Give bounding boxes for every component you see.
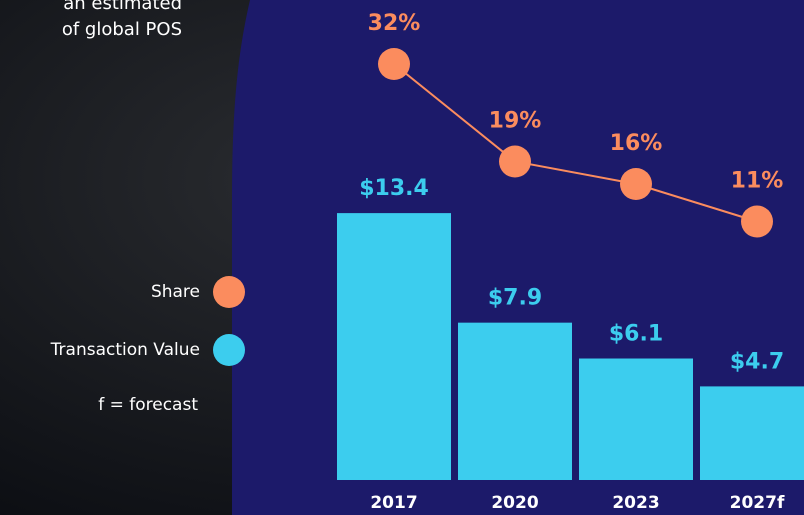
bar-value-label: $6.1 (609, 322, 663, 347)
legend-label: Transaction Value (50, 340, 200, 360)
share-dot (499, 145, 531, 178)
bar (458, 322, 572, 480)
x-tick-label: 2020 (491, 493, 538, 513)
intro-text: an estimated (63, 0, 182, 14)
share-value-label: 32% (368, 11, 421, 36)
legend-label: Share (151, 282, 200, 302)
bar (700, 386, 804, 480)
x-tick-label: 2023 (612, 493, 659, 513)
share-dot (741, 205, 773, 238)
share-line (393, 63, 758, 223)
legend-swatch (213, 334, 245, 366)
legend-swatch (213, 276, 245, 308)
bar-value-label: $4.7 (730, 349, 784, 374)
share-value-label: 16% (610, 131, 663, 156)
bar-value-label: $7.9 (488, 286, 542, 311)
share-value-label: 19% (489, 109, 542, 134)
x-tick-label: 2017 (370, 493, 417, 513)
x-tick-label: 2027f (730, 493, 785, 513)
note: f = forecast (98, 395, 198, 415)
share-value-label: 11% (731, 169, 784, 194)
bar (337, 213, 451, 480)
bar-value-label: $13.4 (359, 176, 429, 201)
share-dot (378, 48, 410, 80)
bar (579, 358, 693, 480)
share-dot (620, 168, 652, 200)
intro-text: of global POS (62, 19, 182, 40)
